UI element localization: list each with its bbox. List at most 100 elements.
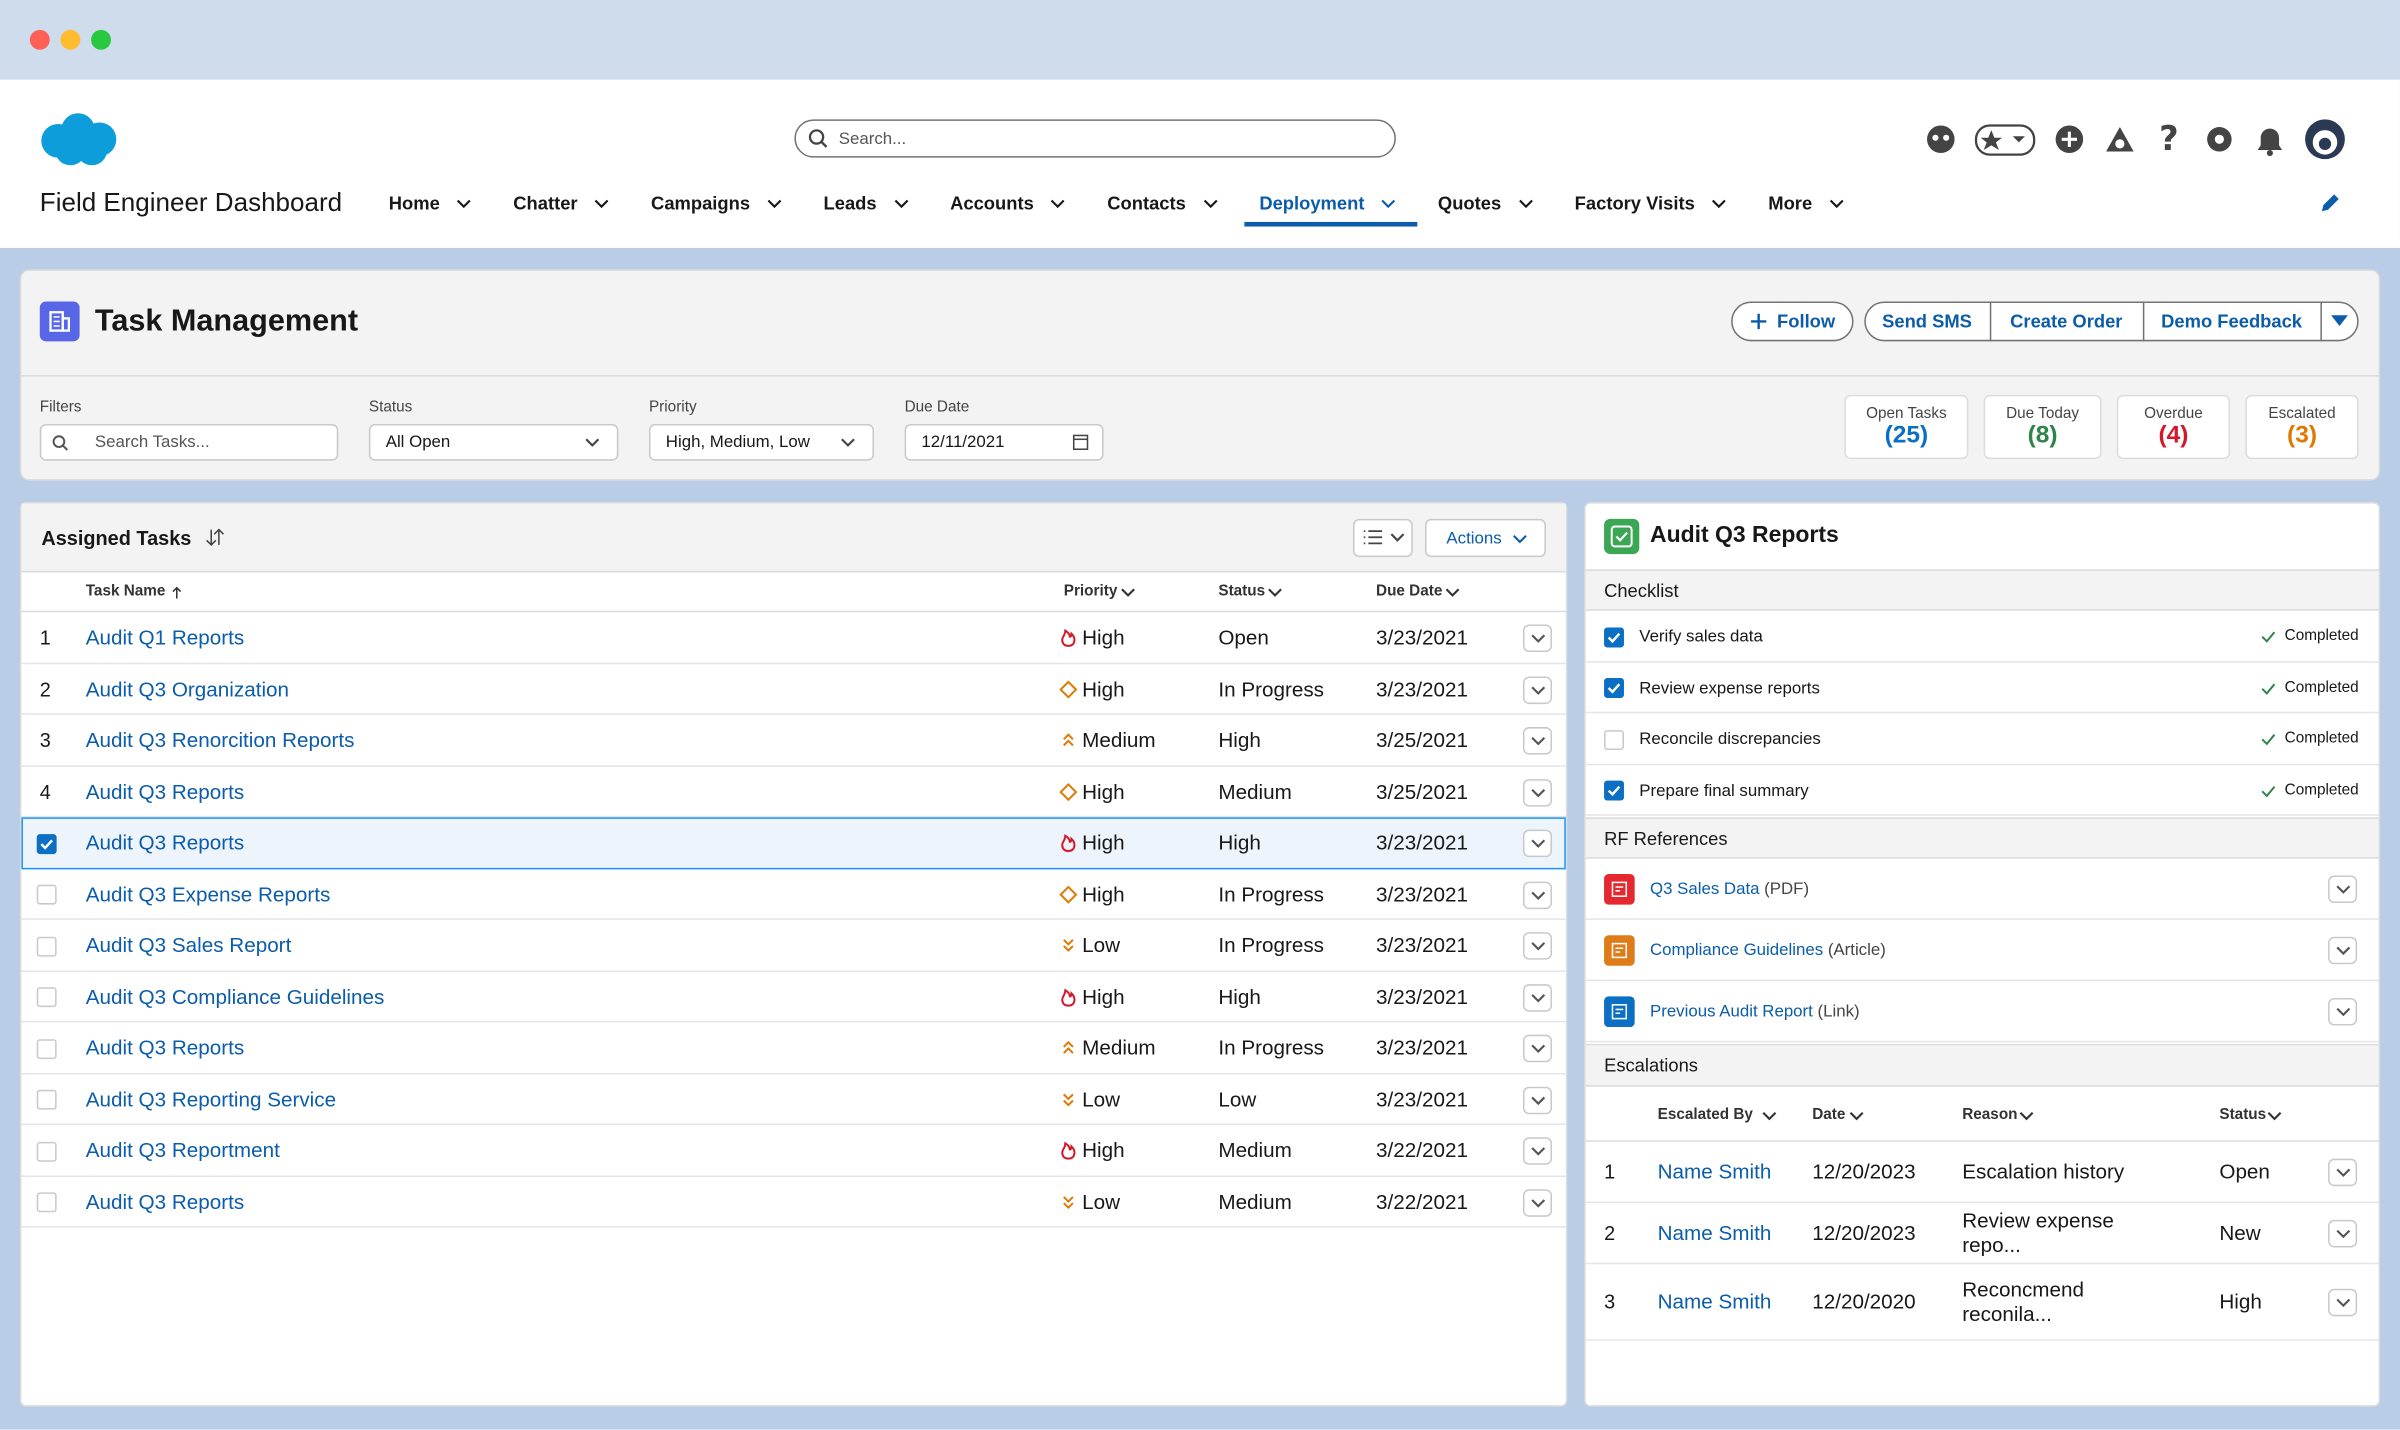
row-menu-button[interactable] [1522, 1188, 1553, 1217]
row-number: 3 [39, 728, 51, 752]
task-search[interactable] [39, 423, 339, 461]
calendar-icon [1072, 434, 1089, 450]
escalation-reason: Reconcmend reconila... [1962, 1278, 2084, 1326]
task-name-link[interactable]: Audit Q3 Reports [85, 1190, 245, 1214]
checklist-row [1585, 662, 2379, 714]
panel-title: Assigned Tasks [41, 526, 192, 550]
checklist-row [1585, 765, 2379, 816]
window-controls [29, 29, 111, 50]
row-number: 2 [39, 677, 51, 701]
row-menu-button[interactable] [1522, 1034, 1553, 1063]
filters-label: Filters [39, 399, 82, 417]
task-name-link[interactable]: Audit Q3 Reports [85, 831, 245, 855]
due-date: 3/23/2021 [1376, 677, 1468, 701]
nav-item[interactable]: Factory Visits [1574, 192, 1695, 215]
nav-item[interactable]: More [1768, 192, 1813, 215]
reference-link[interactable]: Q3 Sales Data [1649, 880, 1760, 899]
nav-item[interactable]: Campaigns [651, 192, 751, 215]
checkbox[interactable] [36, 1192, 57, 1213]
filter-value: High, Medium, Low [665, 433, 810, 452]
task-name-link[interactable]: Audit Q3 Expense Reports [85, 882, 331, 906]
task-name-link[interactable]: Audit Q3 Organization [85, 677, 290, 701]
escalated-by-link[interactable]: Name Smith [1657, 1221, 1772, 1245]
button-group [1864, 301, 2359, 342]
action-button[interactable]: Demo Feedback [2161, 310, 2303, 333]
nav-item[interactable]: Chatter [513, 192, 578, 215]
nav-item-selected[interactable]: Deployment [1259, 192, 1365, 215]
row-menu-button[interactable] [2328, 936, 2358, 965]
checkbox[interactable] [1604, 678, 1624, 698]
nav-item[interactable]: Leads [823, 192, 877, 215]
row-number: 1 [39, 626, 51, 649]
task-name-link[interactable]: Audit Q3 Sales Report [85, 933, 292, 957]
column-header: Escalated By [1657, 1106, 1753, 1124]
task-name-link[interactable]: Audit Q1 Reports [85, 626, 245, 649]
row-menu-button[interactable] [1522, 880, 1553, 909]
task-name-link[interactable]: Audit Q3 Renorcition Reports [85, 728, 355, 752]
due-date: 3/25/2021 [1376, 728, 1468, 752]
task-name-link[interactable]: Audit Q3 Reports [85, 1036, 245, 1060]
reference-link[interactable]: Previous Audit Report [1649, 1002, 1813, 1021]
reference-link[interactable]: Compliance Guidelines [1649, 941, 1824, 960]
row-menu-button[interactable] [1522, 727, 1553, 755]
row-menu-button[interactable] [1522, 983, 1553, 1011]
action-button[interactable]: Create Order [2010, 310, 2123, 333]
escalated-by-link[interactable]: Name Smith [1657, 1160, 1772, 1184]
chevron-icon [2267, 1111, 2282, 1121]
row-menu-button[interactable] [2328, 1158, 2358, 1187]
nav-item[interactable]: Contacts [1107, 192, 1186, 215]
action-button[interactable]: Send SMS [1882, 310, 1972, 333]
checkbox[interactable] [36, 935, 57, 956]
actions-button[interactable] [1424, 518, 1546, 558]
task-name-link[interactable]: Audit Q3 Reportment [85, 1138, 280, 1162]
row-menu-button[interactable] [2328, 1288, 2358, 1317]
filter-input[interactable] [368, 423, 619, 461]
priority-icon [1063, 1040, 1074, 1054]
checkbox[interactable] [36, 1089, 57, 1110]
row-menu-button[interactable] [2328, 997, 2358, 1026]
priority: Low [1082, 933, 1121, 957]
escalated-by-link[interactable]: Name Smith [1657, 1290, 1772, 1314]
nav-item[interactable]: Accounts [950, 192, 1034, 215]
checkbox[interactable] [36, 884, 57, 905]
row-number: 3 [1604, 1290, 1616, 1314]
chevron-icon [1530, 736, 1545, 746]
checkbox[interactable] [1604, 729, 1624, 750]
table-row [21, 971, 1566, 1023]
list-view-button[interactable] [1353, 518, 1413, 558]
stat-count: (8) [2027, 422, 2058, 449]
row-menu-button[interactable] [2328, 875, 2358, 904]
chevron-icon [894, 199, 908, 209]
row-menu-button[interactable] [1522, 1137, 1553, 1165]
checkbox[interactable] [36, 833, 57, 854]
column-header: Status [2219, 1106, 2267, 1124]
filter-input[interactable] [648, 423, 874, 461]
checkbox[interactable] [1604, 626, 1624, 647]
row-menu-button[interactable] [1522, 675, 1553, 704]
nav-item[interactable]: Home [388, 192, 440, 215]
task-name-link[interactable]: Audit Q3 Compliance Guidelines [85, 984, 385, 1008]
nav-item[interactable]: Quotes [1437, 192, 1502, 215]
task-name-link[interactable]: Audit Q3 Reports [85, 779, 245, 803]
row-menu-button[interactable] [1522, 1085, 1553, 1114]
checkbox[interactable] [36, 1038, 57, 1059]
filter-label: Priority [648, 399, 697, 417]
column-header: Status [1218, 583, 1266, 600]
escalation-header-row [1585, 1087, 2379, 1142]
row-menu-button[interactable] [1522, 932, 1553, 960]
global-search[interactable] [794, 119, 1396, 158]
task-name-link[interactable]: Audit Q3 Reporting Service [85, 1087, 337, 1111]
row-menu-button[interactable] [1522, 624, 1553, 653]
filter-input[interactable] [904, 423, 1104, 461]
logo [41, 113, 117, 166]
row-menu-button[interactable] [2328, 1219, 2358, 1248]
table-row [21, 869, 1566, 920]
row-number: 1 [1604, 1160, 1616, 1184]
checkbox[interactable] [36, 987, 57, 1008]
checkbox[interactable] [1604, 780, 1624, 801]
row-menu-button[interactable] [1522, 829, 1553, 858]
row-menu-button[interactable] [1522, 778, 1553, 806]
checkbox[interactable] [36, 1141, 57, 1161]
stat-count: (25) [1884, 422, 1929, 449]
due-date: 3/22/2021 [1376, 1138, 1468, 1162]
